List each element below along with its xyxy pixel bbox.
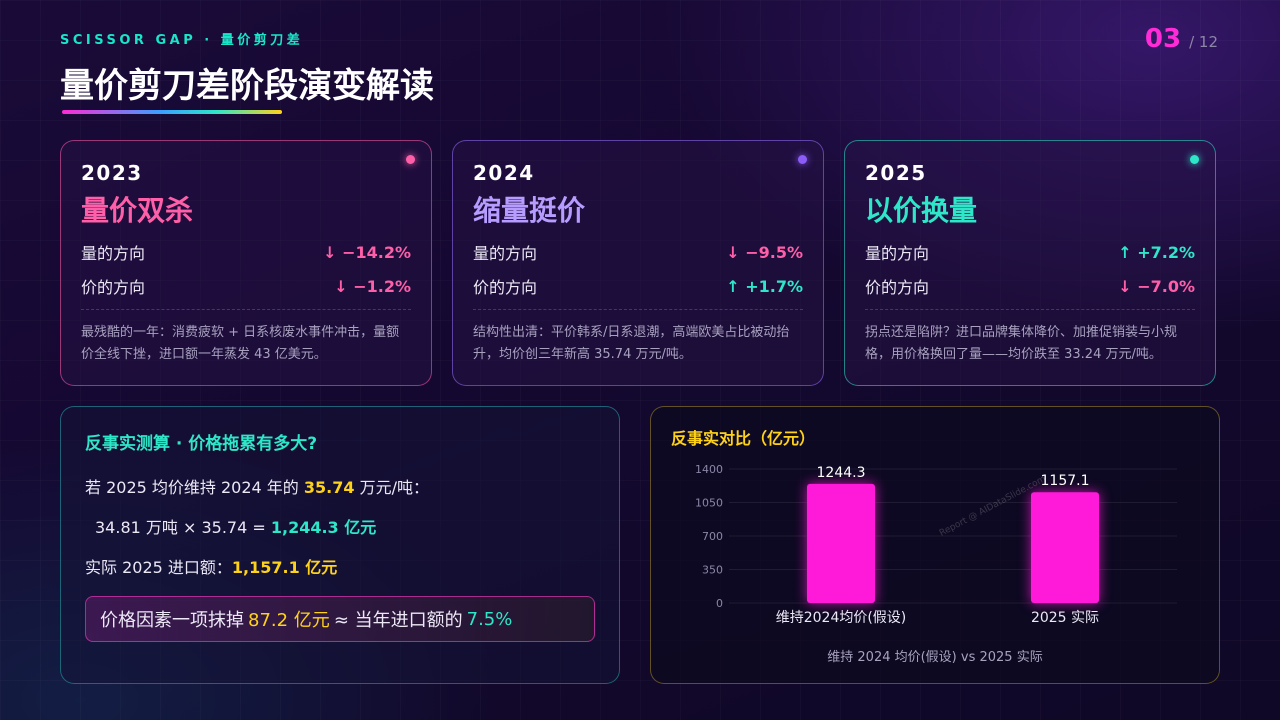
y-tick-label: 1400 bbox=[695, 463, 723, 476]
price-label: 价的方向 bbox=[473, 278, 538, 297]
price-row: 价的方向 ↓ −1.2% bbox=[81, 269, 411, 303]
card-phase: 缩量挺价 bbox=[473, 194, 586, 227]
price-label: 价的方向 bbox=[865, 278, 930, 297]
conclusion-amount: 87.2 亿元 bbox=[248, 610, 330, 631]
calc-formula-text: 34.81 万吨 × 35.74 = bbox=[95, 518, 271, 537]
chart-title: 反事实对比（亿元） bbox=[671, 429, 816, 448]
card-description: 最残酷的一年：消费疲软 + 日系核废水事件冲击，量额价全线下挫，进口额一年蒸发 … bbox=[81, 325, 400, 362]
bar bbox=[1031, 492, 1099, 603]
y-tick-label: 350 bbox=[702, 564, 723, 577]
y-tick-label: 1050 bbox=[695, 497, 723, 510]
calc-assumption-unit: 万元/吨： bbox=[354, 478, 429, 497]
price-value: ↑ +1.7% bbox=[726, 276, 803, 296]
page-total: / 12 bbox=[1189, 33, 1218, 51]
calc-conclusion-box: 价格因素一项抹掉 87.2 亿元 ≈ 当年进口额的 7.5% bbox=[85, 596, 595, 642]
page-indicator: 03 / 12 bbox=[1145, 24, 1218, 54]
page-current: 03 bbox=[1144, 24, 1182, 54]
volume-label: 量的方向 bbox=[865, 244, 930, 263]
phase-card-2024: 2024 缩量挺价 量的方向 ↓ −9.5% 价的方向 ↑ +1.7% 结构性出… bbox=[452, 140, 824, 386]
status-dot-icon bbox=[798, 155, 807, 164]
conclusion-middle: ≈ 当年进口额的 bbox=[333, 610, 463, 631]
calc-formula-result: 1,244.3 亿元 bbox=[270, 518, 377, 537]
title-underline bbox=[62, 110, 282, 114]
conclusion-pct: 7.5% bbox=[466, 608, 513, 630]
calc-actual-line: 实际 2025 进口额：1,157.1 亿元 bbox=[85, 554, 595, 578]
card-description: 拐点还是陷阱？进口品牌集体降价、加推促销装与小规格，用价格换回了量——均价跌至 … bbox=[865, 325, 1178, 362]
chart-panel: 0 350 700 1050 1400 1244.3 维持2024均价(假设) 1157.1 2… bbox=[650, 406, 1220, 684]
volume-label: 量的方向 bbox=[473, 244, 538, 263]
volume-value: ↓ −9.5% bbox=[726, 242, 803, 262]
volume-value: ↓ −14.2% bbox=[323, 242, 411, 262]
phase-card-2025: 2025 以价换量 量的方向 ↑ +7.2% 价的方向 ↓ −7.0% 拐点还是… bbox=[844, 140, 1216, 386]
price-label: 价的方向 bbox=[81, 278, 146, 297]
x-category-label: 2025 实际 bbox=[1031, 610, 1099, 626]
price-value: ↓ −1.2% bbox=[334, 276, 411, 296]
card-divider bbox=[473, 309, 803, 310]
volume-value: ↑ +7.2% bbox=[1118, 242, 1195, 262]
card-phase: 量价双杀 bbox=[81, 194, 194, 227]
counterfactual-panel: 反事实测算 · 价格拖累有多大? 若 2025 均价维持 2024 年的 35.… bbox=[60, 406, 620, 684]
price-row: 价的方向 ↑ +1.7% bbox=[473, 269, 803, 303]
calc-assumption-text: 若 2025 均价维持 2024 年的 bbox=[85, 478, 304, 497]
volume-label: 量的方向 bbox=[81, 244, 146, 263]
calc-assumption-price: 35.74 bbox=[303, 478, 355, 497]
card-year: 2025 bbox=[865, 161, 927, 185]
card-year: 2023 bbox=[81, 161, 143, 185]
card-description: 结构性出清：平价韩系/日系退潮，高端欧美占比被动抬升，均价创三年新高 35.74… bbox=[473, 325, 790, 362]
page-title: 量价剪刀差阶段演变解读 bbox=[60, 66, 434, 106]
y-tick-label: 700 bbox=[702, 530, 723, 543]
card-divider bbox=[81, 309, 411, 310]
status-dot-icon bbox=[1190, 155, 1199, 164]
calc-formula-line: 34.81 万吨 × 35.74 = 1,244.3 亿元 bbox=[85, 514, 595, 538]
chart-caption: 维持 2024 均价(假设) vs 2025 实际 bbox=[827, 650, 1043, 665]
y-tick-label: 0 bbox=[716, 597, 723, 610]
phase-card-2023: 2023 量价双杀 量的方向 ↓ −14.2% 价的方向 ↓ −1.2% 最残酷… bbox=[60, 140, 432, 386]
card-divider bbox=[865, 309, 1195, 310]
calc-actual-text: 实际 2025 进口额： bbox=[85, 558, 232, 577]
calc-actual-value: 1,157.1 亿元 bbox=[231, 558, 338, 577]
calc-title: 反事实测算 · 价格拖累有多大? bbox=[85, 434, 318, 454]
price-row: 价的方向 ↓ −7.0% bbox=[865, 269, 1195, 303]
price-value: ↓ −7.0% bbox=[1118, 276, 1195, 296]
calc-assumption-line: 若 2025 均价维持 2024 年的 35.74 万元/吨： bbox=[85, 474, 595, 498]
x-category-label: 维持2024均价(假设) bbox=[776, 610, 907, 626]
bar-chart: 0 350 700 1050 1400 1244.3 维持2024均价(假设) 1157.1 2… bbox=[695, 463, 1177, 626]
volume-row: 量的方向 ↓ −9.5% bbox=[473, 235, 803, 269]
card-year: 2024 bbox=[473, 161, 535, 185]
bar-value-label: 1157.1 bbox=[1041, 473, 1090, 489]
status-dot-icon bbox=[406, 155, 415, 164]
volume-row: 量的方向 ↓ −14.2% bbox=[81, 235, 411, 269]
section-kicker: SCISSOR GAP · 量价剪刀差 bbox=[60, 33, 304, 48]
conclusion-text: 价格因素一项抹掉 bbox=[100, 610, 244, 631]
card-phase: 以价换量 bbox=[865, 194, 978, 227]
bar bbox=[807, 483, 875, 603]
volume-row: 量的方向 ↑ +7.2% bbox=[865, 235, 1195, 269]
bar-value-label: 1244.3 bbox=[817, 465, 866, 481]
